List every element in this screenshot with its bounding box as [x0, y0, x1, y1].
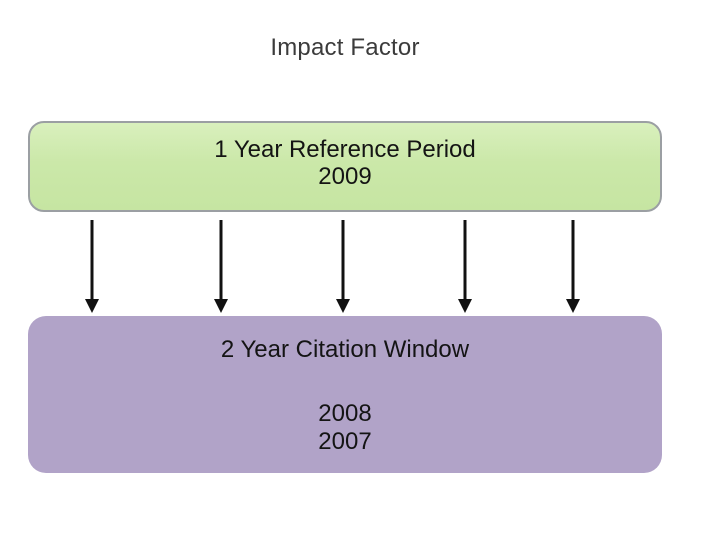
down-arrow-icon	[336, 220, 350, 313]
diagram-title: Impact Factor	[270, 34, 420, 61]
reference-period-year: 2009	[318, 163, 372, 190]
citation-year: 2007	[318, 428, 372, 455]
down-arrow-icon	[566, 220, 580, 313]
reference-period-box: 1 Year Reference Period 2009	[28, 121, 662, 212]
down-arrow-icon	[85, 220, 99, 313]
citation-years: 2008 2007	[28, 400, 662, 456]
reference-period-label: 1 Year Reference Period	[214, 136, 476, 163]
down-arrow-icon	[458, 220, 472, 313]
down-arrow-icon	[214, 220, 228, 313]
citation-window-box: 2 Year Citation Window 2008 2007	[28, 316, 662, 473]
citation-window-label: 2 Year Citation Window	[220, 336, 470, 363]
citation-year: 2008	[318, 400, 372, 427]
